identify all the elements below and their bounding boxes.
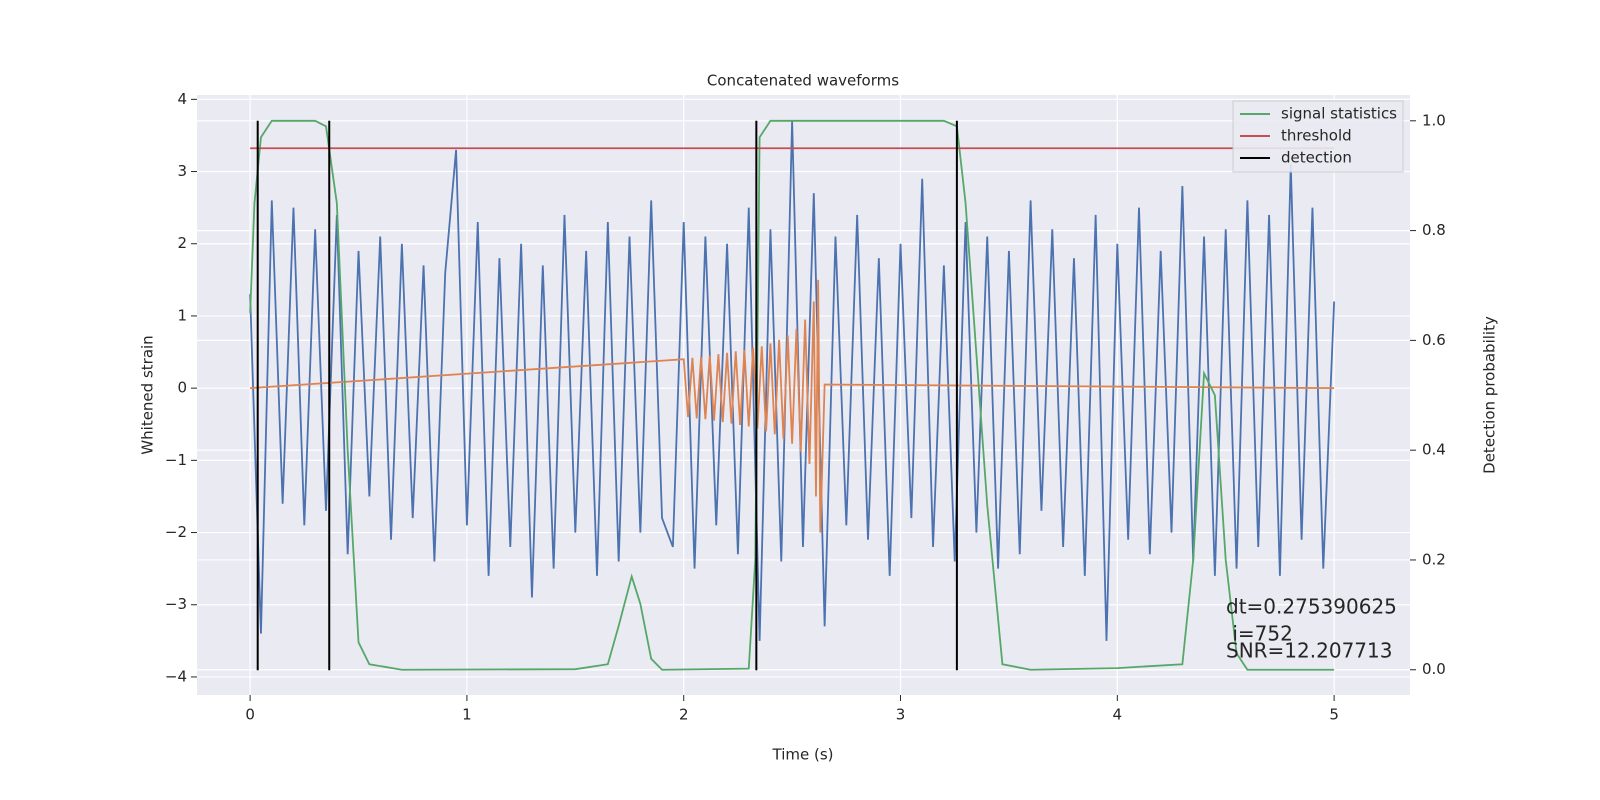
y2-tick-label: 0.0 (1422, 660, 1446, 678)
y-axis-label: Whitened strain (139, 335, 157, 454)
y-tick-label: −2 (165, 523, 187, 541)
x-tick-label: 1 (462, 706, 472, 724)
legend-label: detection (1281, 149, 1352, 167)
y-tick-label: 3 (177, 162, 187, 180)
x-tick-label: 4 (1113, 706, 1123, 724)
series-line (249, 119, 1335, 671)
legend: signal statistics threshold detection (1232, 100, 1404, 173)
y2-tick-label: 1.0 (1422, 111, 1446, 129)
y-tick-label: 2 (177, 234, 187, 252)
y-tick-label: −4 (165, 667, 187, 685)
x-axis-label: Time (s) (772, 746, 834, 764)
legend-label: threshold (1281, 127, 1352, 145)
y2-tick-label: 0.4 (1422, 441, 1446, 459)
y-tick-label: 1 (177, 306, 187, 324)
y-tick-label: −1 (165, 451, 187, 469)
chart-title: Concatenated waveforms (707, 72, 899, 90)
x-tick-label: 5 (1329, 706, 1339, 724)
x-tick-label: 2 (679, 706, 689, 724)
legend-label: signal statistics (1281, 105, 1397, 123)
y-tick-label: −3 (165, 595, 187, 613)
y2-tick-label: 0.6 (1422, 331, 1446, 349)
y2-tick-label: 0.8 (1422, 221, 1446, 239)
y-tick-label: 0 (177, 379, 187, 397)
annotation: SNR=12.207713 (1226, 639, 1392, 663)
y2-axis-label: Detection probability (1481, 316, 1499, 474)
x-tick-label: 3 (896, 706, 906, 724)
annotation: i=752 (1226, 622, 1293, 646)
x-tick-label: 0 (245, 706, 255, 724)
y-tick-label: 4 (177, 90, 187, 108)
y2-tick-label: 0.2 (1422, 550, 1446, 568)
annotation: dt=0.275390625 (1226, 595, 1397, 619)
